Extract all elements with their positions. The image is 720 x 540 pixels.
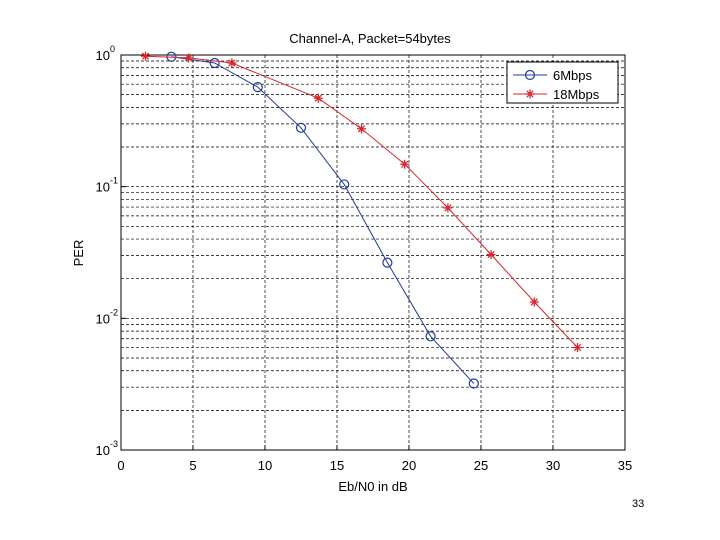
- x-tick-label: 20: [402, 458, 416, 473]
- y-tick-label: 10 -1: [96, 176, 126, 195]
- x-tick-label: 25: [474, 458, 488, 473]
- data-point-star: [525, 89, 535, 99]
- legend: 6Mbps 18Mbps: [506, 61, 619, 104]
- y-tick-label: 10 -3: [96, 439, 126, 458]
- series-line: [145, 55, 578, 348]
- x-tick-labels: 0 5 10 15 20 25 30 35: [117, 458, 632, 473]
- data-point-circle: [252, 82, 263, 93]
- series-6Mbps: [166, 51, 479, 389]
- y-tick-exponent: -2: [110, 307, 118, 317]
- data-point-star: [443, 203, 453, 213]
- data-point-star: [356, 124, 366, 134]
- y-tick-base: 10: [96, 443, 110, 458]
- chart-title: Channel-A, Packet=54bytes: [289, 31, 451, 46]
- data-point-star: [529, 297, 539, 307]
- legend-label: 18Mbps: [553, 87, 600, 102]
- x-tick-label: 30: [546, 458, 560, 473]
- x-tick-label: 10: [258, 458, 272, 473]
- data-point-star: [572, 343, 582, 353]
- legend-box: [506, 61, 619, 104]
- y-tick-label: 10 0: [96, 44, 126, 63]
- data-point-circle: [468, 378, 479, 389]
- data-point-circle: [295, 122, 307, 133]
- data-point-star: [227, 58, 237, 68]
- data-point-star: [184, 53, 194, 63]
- x-axis-label: Eb/N0 in dB: [338, 479, 407, 494]
- grid-layer: [120, 55, 626, 450]
- plot-area: [121, 55, 625, 450]
- data-point-circle: [339, 179, 350, 190]
- data-point-star: [400, 159, 410, 169]
- y-axis-label: PER: [71, 240, 86, 267]
- series-line: [171, 56, 475, 384]
- y-tick-exponent: -1: [110, 176, 118, 186]
- page-number: 33: [632, 498, 645, 510]
- legend-label: 6Mbps: [553, 68, 593, 83]
- y-tick-base: 10: [96, 311, 110, 326]
- data-point-star: [313, 93, 323, 103]
- y-tick-exponent: 0: [110, 44, 115, 54]
- y-tick-exponent: -3: [110, 439, 118, 449]
- x-tick-label: 5: [189, 458, 196, 473]
- x-tick-label: 35: [618, 458, 632, 473]
- data-point-circle: [382, 257, 393, 268]
- data-point-star: [140, 51, 150, 61]
- y-tick-base: 10: [96, 180, 110, 195]
- data-point-circle: [524, 69, 536, 81]
- data-point-circle: [209, 57, 220, 69]
- legend-item: 6Mbps: [513, 68, 593, 83]
- y-tick-base: 10: [96, 48, 110, 63]
- x-tick-label: 0: [117, 458, 124, 473]
- series-layer: [140, 51, 582, 389]
- x-tick-label: 15: [330, 458, 344, 473]
- data-point-circle: [425, 331, 436, 342]
- legend-item: 18Mbps: [513, 87, 600, 102]
- series-18Mbps: [140, 51, 582, 353]
- y-tick-label: 10 -2: [96, 307, 126, 326]
- legend-items: 6Mbps 18Mbps: [513, 68, 600, 102]
- data-point-star: [486, 250, 496, 260]
- plot-frame: [120, 54, 626, 451]
